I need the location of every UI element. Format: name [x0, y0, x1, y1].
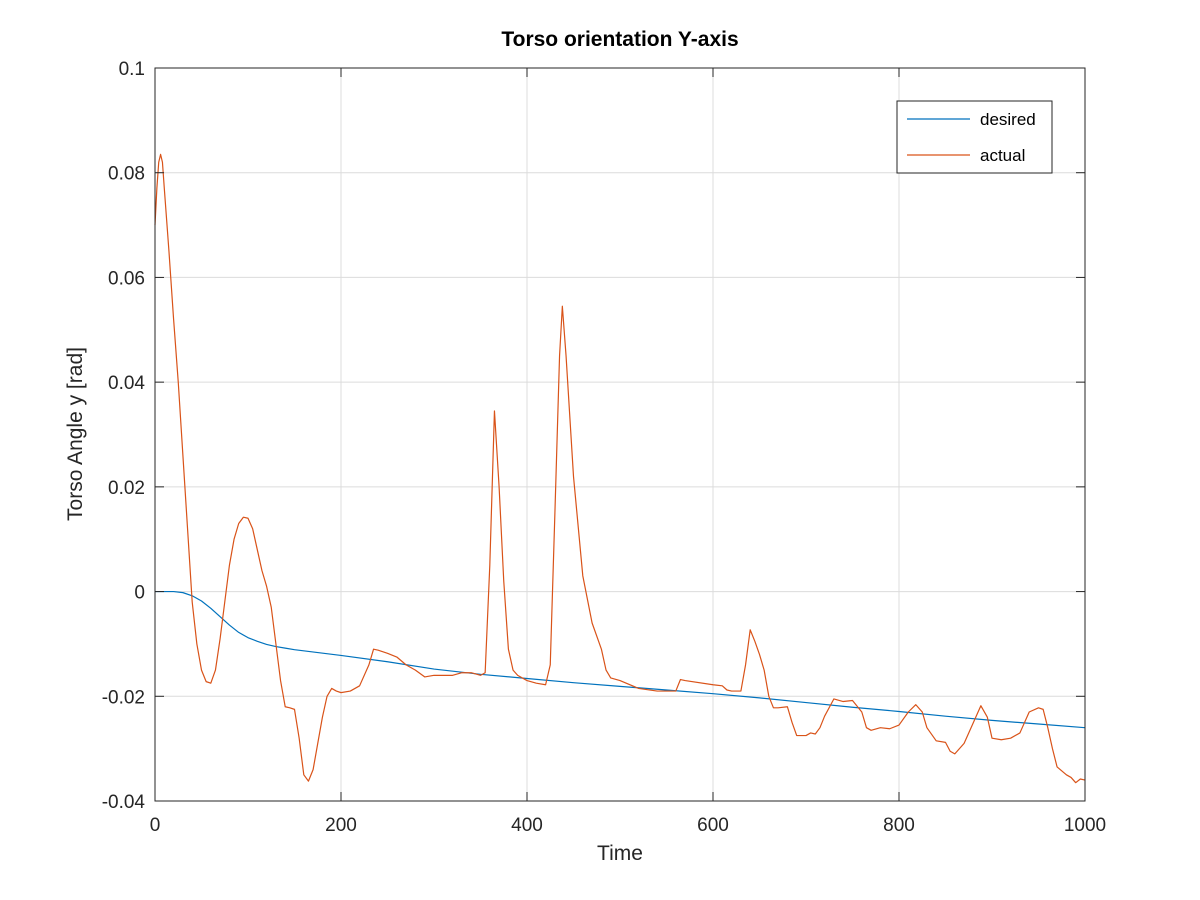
- y-tick-label: 0.02: [108, 478, 145, 499]
- x-tick-label: 800: [883, 815, 915, 836]
- ticks: 0 200 400 600 800 1000 -0.04 -0.02 0 0.02 0.04 0.06…: [102, 59, 1106, 836]
- legend-label-desired: desired: [980, 110, 1036, 129]
- x-axis-title: Time: [597, 842, 643, 865]
- y-tick-label: 0.08: [108, 164, 145, 185]
- y-tick-label: 0.1: [119, 59, 145, 80]
- x-tick-label: 600: [697, 815, 729, 836]
- x-tick-label: 1000: [1064, 815, 1106, 836]
- x-tick-label: 400: [511, 815, 543, 836]
- x-tick-label: 200: [325, 815, 357, 836]
- plot-frame: [154, 67, 1086, 802]
- y-tick-label: 0.04: [108, 373, 145, 394]
- series-line-actual: [154, 153, 1086, 784]
- y-axis-title: Torso Angle y [rad]: [64, 347, 87, 521]
- chart-title: Torso orientation Y-axis: [501, 28, 738, 51]
- legend-box: [896, 100, 1053, 174]
- y-tick-label: -0.04: [102, 792, 146, 813]
- x-tick-label: 0: [150, 815, 161, 836]
- legend-label-actual: actual: [980, 146, 1025, 165]
- plot-area: [155, 68, 1085, 801]
- y-tick-label: -0.02: [102, 687, 145, 708]
- y-tick-label: 0.06: [108, 268, 145, 289]
- legend: desired actual: [896, 100, 1053, 174]
- y-tick-label: 0: [134, 583, 145, 604]
- series-layer: [154, 153, 1086, 784]
- series-line-desired: [155, 590, 1086, 729]
